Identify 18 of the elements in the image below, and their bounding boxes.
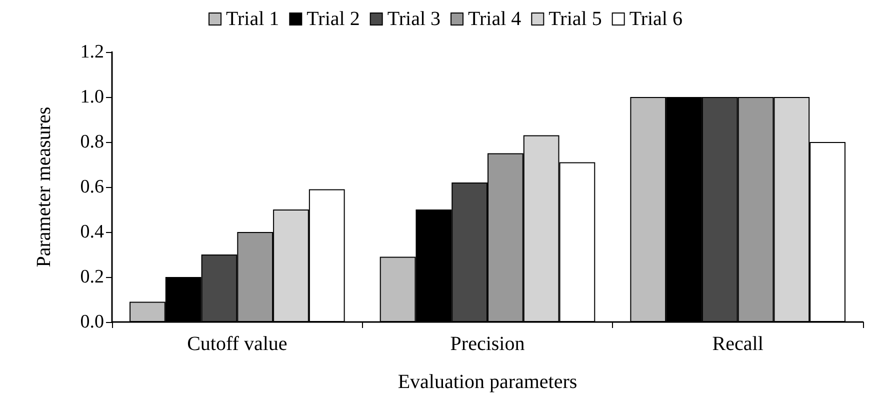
- x-tick-label: Recall: [712, 333, 764, 355]
- y-tick-label: 1.0: [80, 86, 104, 108]
- y-tick-label: 1.2: [80, 42, 104, 62]
- y-tick-label: 0.2: [80, 266, 104, 288]
- y-tick-label: 0.4: [80, 222, 104, 242]
- y-tick-label: 0.6: [80, 176, 104, 198]
- y-tick-label: 0.0: [80, 312, 104, 332]
- y-axis-title: Parameter measures: [33, 106, 55, 268]
- legend-label: Trial 6: [629, 8, 682, 30]
- x-tick-label: Cutoff value: [187, 333, 288, 355]
- legend-label: Trial 2: [306, 8, 360, 30]
- legend-label: Trial 1: [226, 8, 280, 30]
- legend-label: Trial 5: [548, 8, 602, 30]
- y-tick-label: 0.8: [80, 132, 104, 152]
- x-tick-label: Precision: [450, 333, 525, 355]
- legend-label: Trial 3: [387, 8, 441, 30]
- legend-label: Trial 4: [468, 8, 522, 30]
- x-axis-title: Evaluation parameters: [398, 371, 578, 393]
